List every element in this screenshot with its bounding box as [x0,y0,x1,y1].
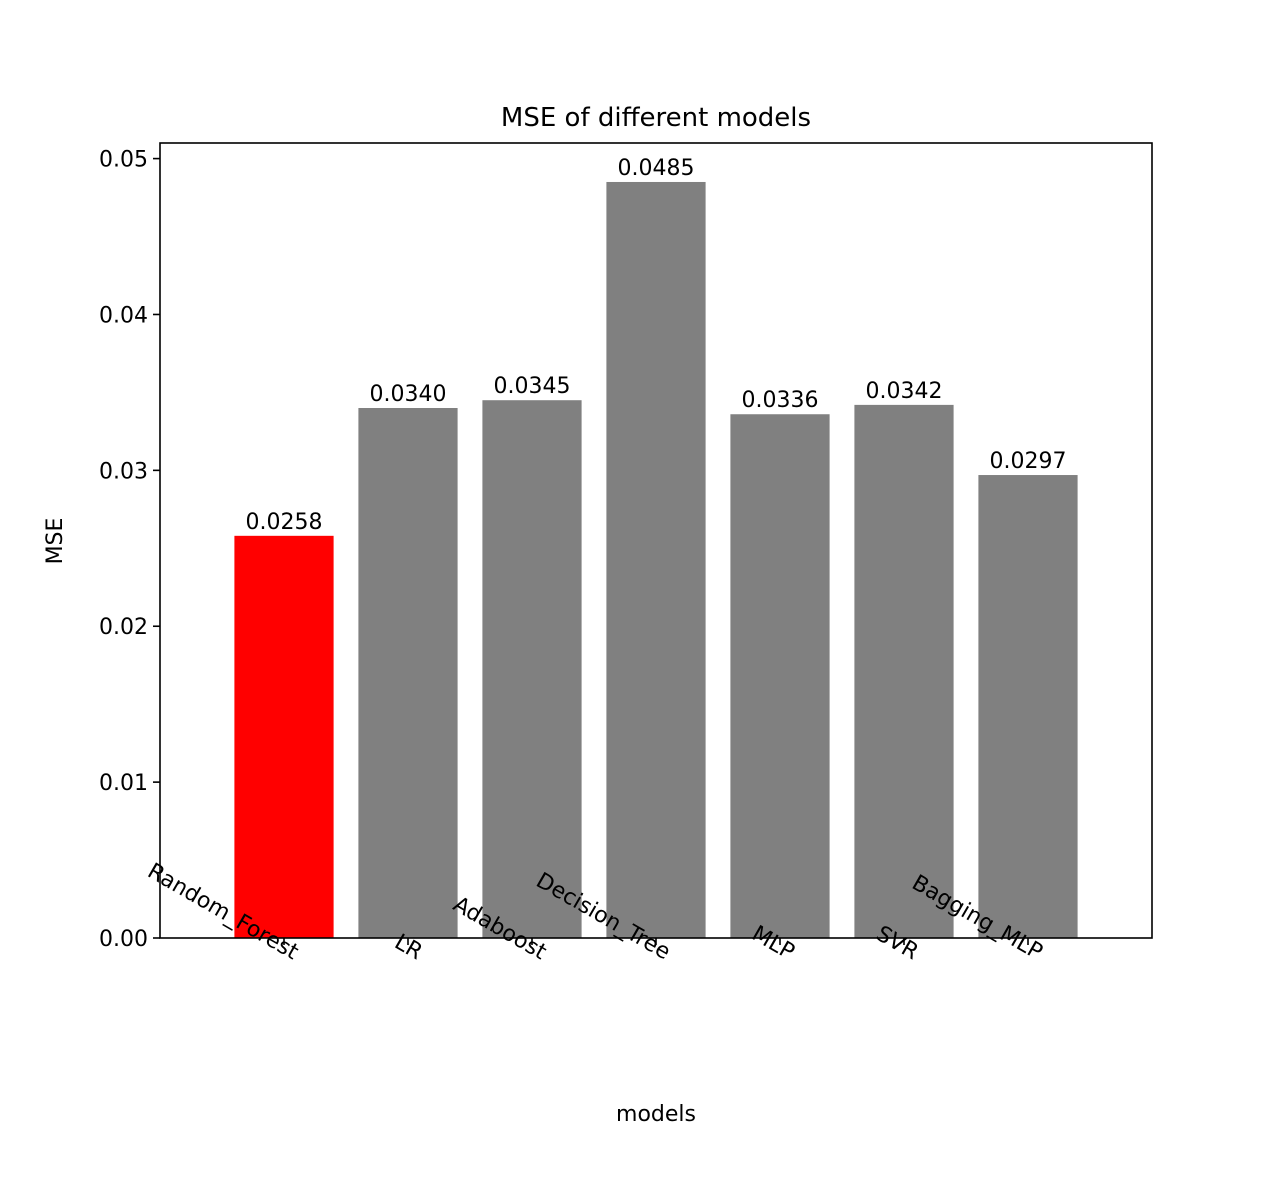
chart-title: MSE of different models [501,103,811,133]
bar-svr [854,404,954,938]
y-tick-label: 0.05 [99,148,148,173]
bars-group [234,181,1078,939]
y-tick-label: 0.03 [99,459,148,484]
y-axis-label: MSE [43,518,68,565]
data-label: 0.0336 [742,388,819,413]
y-axis: 0.00 0.01 0.02 0.03 0.04 0.05 [99,148,160,952]
data-label: 0.0345 [494,374,571,399]
data-label: 0.0342 [866,379,943,404]
data-label: 0.0297 [990,449,1067,474]
y-tick-label: 0.00 [99,927,148,952]
bar-lr [358,408,458,938]
bar-decision-tree [606,181,706,939]
bar-bagging-mlp [978,475,1078,938]
bar-random-forest [234,535,334,938]
bar-adaboost [482,400,582,939]
data-label: 0.0485 [618,156,695,181]
plot-frame [159,142,1153,939]
y-tick-label: 0.01 [99,771,148,796]
bar-mlp [730,414,830,938]
y-tick-label: 0.02 [99,615,148,640]
x-axis-label: models [616,1102,696,1127]
data-label: 0.0258 [246,510,323,535]
data-label: 0.0340 [370,382,447,407]
data-labels-group: 0.0258 0.0340 0.0345 0.0485 0.0336 0.0342 0.02… [246,156,1067,535]
y-tick-label: 0.04 [99,303,148,328]
